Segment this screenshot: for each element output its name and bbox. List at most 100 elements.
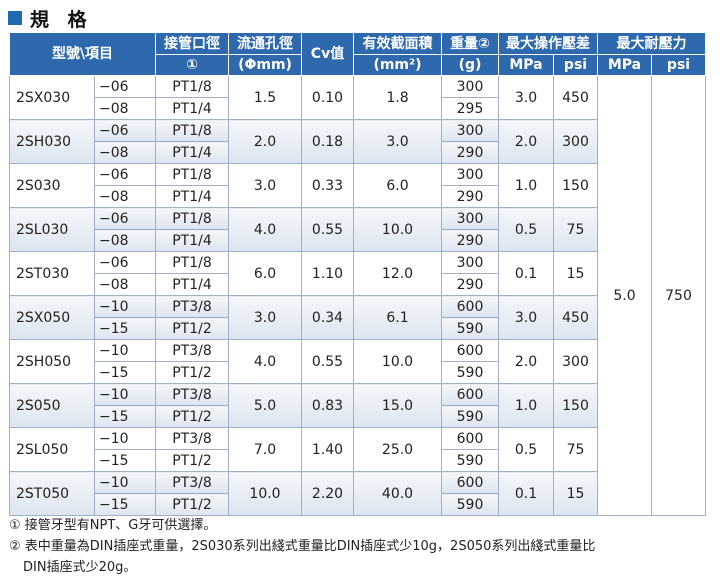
weight-cell: 300 bbox=[441, 207, 499, 230]
table-row: 2S050 −10 PT3/8 5.0 0.83 15.0 600 1.0 150 bbox=[9, 383, 706, 428]
weight-cell: 590 bbox=[441, 361, 499, 384]
port-cell: PT1/8 bbox=[155, 163, 229, 186]
variant-cell: −15 bbox=[94, 317, 156, 340]
variant-cell: −06 bbox=[94, 207, 156, 230]
weight-cell: 600 bbox=[441, 295, 499, 318]
footnote-2: ② 表中重量為DIN插座式重量，2S030系列出綫式重量比DIN插座式少10g，… bbox=[9, 539, 596, 554]
cv-cell: 0.55 bbox=[301, 339, 354, 384]
max-op-mpa-cell: 2.0 bbox=[498, 339, 554, 384]
variant-cell: −08 bbox=[94, 141, 156, 164]
header-model: 型號\項目 bbox=[9, 32, 156, 76]
header-area-sub: (mm²) bbox=[353, 54, 442, 76]
table-row: 2SX050 −10 PT3/8 3.0 0.34 6.1 600 3.0 450 bbox=[9, 295, 706, 340]
orifice-cell: 4.0 bbox=[228, 207, 302, 252]
max-op-mpa-cell: 3.0 bbox=[498, 75, 554, 120]
footnotes: ① 接管牙型有NPT、G牙可供選擇。 ② 表中重量為DIN插座式重量，2S030… bbox=[9, 515, 709, 578]
port-cell: PT1/4 bbox=[155, 273, 229, 296]
port-cell: PT1/8 bbox=[155, 251, 229, 274]
variant-cell: −08 bbox=[94, 273, 156, 296]
port-cell: PT1/8 bbox=[155, 75, 229, 98]
area-cell: 1.8 bbox=[353, 75, 442, 120]
cv-cell: 0.10 bbox=[301, 75, 354, 120]
table-row: −15 PT1/2 590 bbox=[10, 317, 706, 340]
header-weight: 重量② bbox=[441, 32, 499, 55]
table-header: 型號\項目 接管口徑 流通孔徑 Cv值 有效截面積 重量② 最大操作壓差 最大耐… bbox=[9, 32, 706, 76]
model-cell: 2SL030 bbox=[9, 207, 95, 252]
port-cell: PT3/8 bbox=[155, 339, 229, 362]
table-row: 2ST050 −10 PT3/8 10.0 2.20 40.0 600 0.1 15 bbox=[9, 471, 706, 516]
variant-cell: −10 bbox=[94, 471, 156, 494]
port-cell: PT3/8 bbox=[155, 383, 229, 406]
max-op-mpa-cell: 0.1 bbox=[498, 251, 554, 296]
header-port: 接管口徑 bbox=[155, 32, 229, 55]
max-op-psi-cell: 150 bbox=[553, 163, 598, 208]
variant-cell: −08 bbox=[94, 97, 156, 120]
max-op-mpa-cell: 1.0 bbox=[498, 163, 554, 208]
weight-cell: 590 bbox=[441, 317, 499, 340]
port-cell: PT1/2 bbox=[155, 405, 229, 428]
orifice-cell: 4.0 bbox=[228, 339, 302, 384]
port-cell: PT1/8 bbox=[155, 119, 229, 142]
table-row: −08 PT1/4 290 bbox=[10, 229, 706, 252]
port-cell: PT1/2 bbox=[155, 361, 229, 384]
orifice-cell: 10.0 bbox=[228, 471, 302, 516]
model-cell: 2SH030 bbox=[9, 119, 95, 164]
model-cell: 2SX030 bbox=[9, 75, 95, 120]
orifice-cell: 7.0 bbox=[228, 427, 302, 472]
variant-cell: −15 bbox=[94, 449, 156, 472]
model-cell: 2SH050 bbox=[9, 339, 95, 384]
weight-cell: 590 bbox=[441, 405, 499, 428]
orifice-cell: 5.0 bbox=[228, 383, 302, 428]
weight-cell: 290 bbox=[441, 141, 499, 164]
model-cell: 2SX050 bbox=[9, 295, 95, 340]
weight-cell: 295 bbox=[441, 97, 499, 120]
table-body: 2SX030 −06 PT1/8 1.5 0.10 1.8 300 3.0 450 5.0 750−… bbox=[9, 75, 706, 516]
table-row: 2SL050 −10 PT3/8 7.0 1.40 25.0 600 0.5 75 bbox=[9, 427, 706, 472]
port-cell: PT1/2 bbox=[155, 317, 229, 340]
variant-cell: −06 bbox=[94, 75, 156, 98]
orifice-cell: 1.5 bbox=[228, 75, 302, 120]
area-cell: 40.0 bbox=[353, 471, 442, 516]
max-op-psi-cell: 75 bbox=[553, 207, 598, 252]
max-op-mpa-cell: 1.0 bbox=[498, 383, 554, 428]
port-cell: PT1/2 bbox=[155, 449, 229, 472]
header-orifice-sub: (Φmm) bbox=[228, 54, 302, 76]
cv-cell: 0.83 bbox=[301, 383, 354, 428]
weight-cell: 300 bbox=[441, 119, 499, 142]
orifice-cell: 3.0 bbox=[228, 163, 302, 208]
model-cell: 2ST030 bbox=[9, 251, 95, 296]
header-area: 有效截面積 bbox=[353, 32, 442, 55]
area-cell: 10.0 bbox=[353, 339, 442, 384]
heading-square-icon bbox=[8, 11, 22, 25]
max-op-psi-cell: 450 bbox=[553, 75, 598, 120]
area-cell: 3.0 bbox=[353, 119, 442, 164]
cv-cell: 0.18 bbox=[301, 119, 354, 164]
port-cell: PT1/2 bbox=[155, 493, 229, 516]
variant-cell: −15 bbox=[94, 493, 156, 516]
weight-cell: 600 bbox=[441, 339, 499, 362]
weight-cell: 300 bbox=[441, 163, 499, 186]
model-cell: 2ST050 bbox=[9, 471, 95, 516]
table-row: 2SX030 −06 PT1/8 1.5 0.10 1.8 300 3.0 450 5.0 750 bbox=[9, 75, 706, 516]
area-cell: 12.0 bbox=[353, 251, 442, 296]
table-row: −15 PT1/2 590 bbox=[10, 361, 706, 384]
area-cell: 6.1 bbox=[353, 295, 442, 340]
model-cell: 2S030 bbox=[9, 163, 95, 208]
footnote-1: ① 接管牙型有NPT、G牙可供選擇。 bbox=[9, 518, 217, 533]
max-op-psi-cell: 450 bbox=[553, 295, 598, 340]
cv-cell: 2.20 bbox=[301, 471, 354, 516]
max-op-psi-cell: 300 bbox=[553, 119, 598, 164]
variant-cell: −15 bbox=[94, 405, 156, 428]
header-max-proof-mpa: MPa bbox=[597, 54, 652, 76]
cv-cell: 0.55 bbox=[301, 207, 354, 252]
port-cell: PT1/4 bbox=[155, 185, 229, 208]
header-max-proof: 最大耐壓力 bbox=[597, 32, 706, 55]
header-cv: Cv值 bbox=[301, 32, 354, 76]
weight-cell: 600 bbox=[441, 471, 499, 494]
max-op-psi-cell: 15 bbox=[553, 471, 598, 516]
table-row: 2ST030 −06 PT1/8 6.0 1.10 12.0 300 0.1 15 bbox=[9, 251, 706, 296]
weight-cell: 290 bbox=[441, 229, 499, 252]
cv-cell: 1.40 bbox=[301, 427, 354, 472]
max-op-mpa-cell: 2.0 bbox=[498, 119, 554, 164]
footnote-2-continued: DIN插座式少20g。 bbox=[23, 560, 137, 575]
